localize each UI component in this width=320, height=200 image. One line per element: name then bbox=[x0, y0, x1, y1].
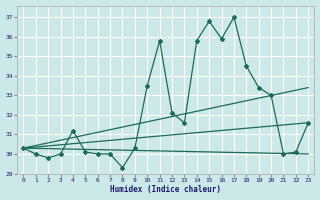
X-axis label: Humidex (Indice chaleur): Humidex (Indice chaleur) bbox=[110, 185, 221, 194]
